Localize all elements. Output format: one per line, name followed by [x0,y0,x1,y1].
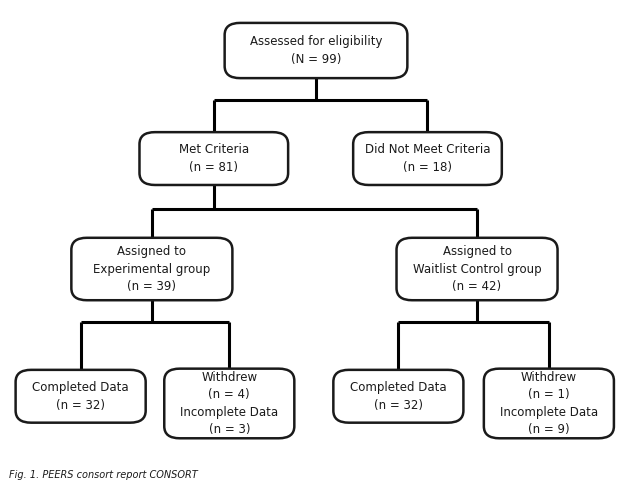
Text: Did Not Meet Criteria
(n = 18): Did Not Meet Criteria (n = 18) [365,143,490,174]
Text: Assigned to
Waitlist Control group
(n = 42): Assigned to Waitlist Control group (n = … [413,245,542,293]
FancyBboxPatch shape [333,370,463,423]
FancyBboxPatch shape [71,238,233,300]
Text: Withdrew
(n = 1)
Incomplete Data
(n = 9): Withdrew (n = 1) Incomplete Data (n = 9) [500,371,598,436]
FancyBboxPatch shape [396,238,557,300]
FancyBboxPatch shape [164,368,295,438]
FancyBboxPatch shape [224,23,408,78]
Text: Completed Data
(n = 32): Completed Data (n = 32) [350,381,447,412]
Text: Assigned to
Experimental group
(n = 39): Assigned to Experimental group (n = 39) [94,245,210,293]
Text: Completed Data
(n = 32): Completed Data (n = 32) [32,381,129,412]
Text: Withdrew
(n = 4)
Incomplete Data
(n = 3): Withdrew (n = 4) Incomplete Data (n = 3) [180,371,278,436]
Text: Met Criteria
(n = 81): Met Criteria (n = 81) [179,143,249,174]
Text: Fig. 1. PEERS consort report CONSORT: Fig. 1. PEERS consort report CONSORT [9,470,198,480]
Text: Assessed for eligibility
(N = 99): Assessed for eligibility (N = 99) [250,35,382,66]
FancyBboxPatch shape [353,132,502,185]
FancyBboxPatch shape [140,132,288,185]
FancyBboxPatch shape [16,370,145,423]
FancyBboxPatch shape [484,368,614,438]
